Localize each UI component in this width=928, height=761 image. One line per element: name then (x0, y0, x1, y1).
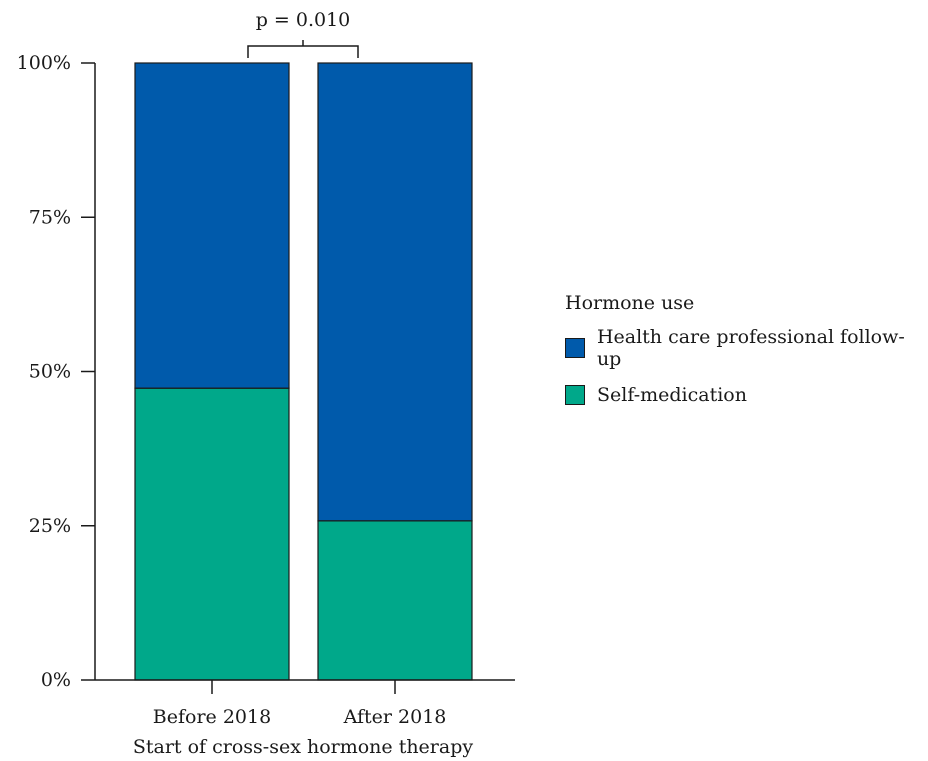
y-tick-label: 100% (17, 52, 71, 74)
bar-segment (134, 387, 290, 681)
bracket-line (247, 40, 359, 58)
x-axis-title: Start of cross-sex hormone therapy (133, 736, 474, 758)
x-tick-label: Before 2018 (153, 706, 271, 728)
x-tick-label: After 2018 (343, 706, 447, 728)
y-tick-label: 75% (29, 206, 71, 228)
y-tick-label: 0% (41, 669, 71, 691)
bars (134, 62, 473, 681)
bar-segment (317, 62, 473, 522)
y-tick-label: 50% (29, 361, 71, 383)
legend-item-self-medication: Self-medication (565, 384, 928, 406)
legend-label-self-medication: Self-medication (597, 384, 747, 406)
y-tick-label: 25% (29, 515, 71, 537)
legend-title: Hormone use (565, 292, 695, 314)
legend-item-health-care: Health care professional follow-up (565, 326, 928, 370)
bar-segment (317, 520, 473, 681)
legend-swatch-health-care (565, 338, 585, 358)
bar-segment (134, 62, 290, 389)
legend-label-health-care: Health care professional follow-up (596, 326, 905, 370)
x-axis: Before 2018 After 2018 (95, 679, 515, 728)
y-axis: 0% 25% 50% 75% 100% (17, 52, 96, 691)
legend-swatch-self-medication (565, 385, 585, 405)
significance-bracket: p = 0.010 (247, 9, 359, 58)
legend: Hormone use Health care professional fol… (565, 292, 928, 420)
p-value-label: p = 0.010 (256, 9, 351, 31)
